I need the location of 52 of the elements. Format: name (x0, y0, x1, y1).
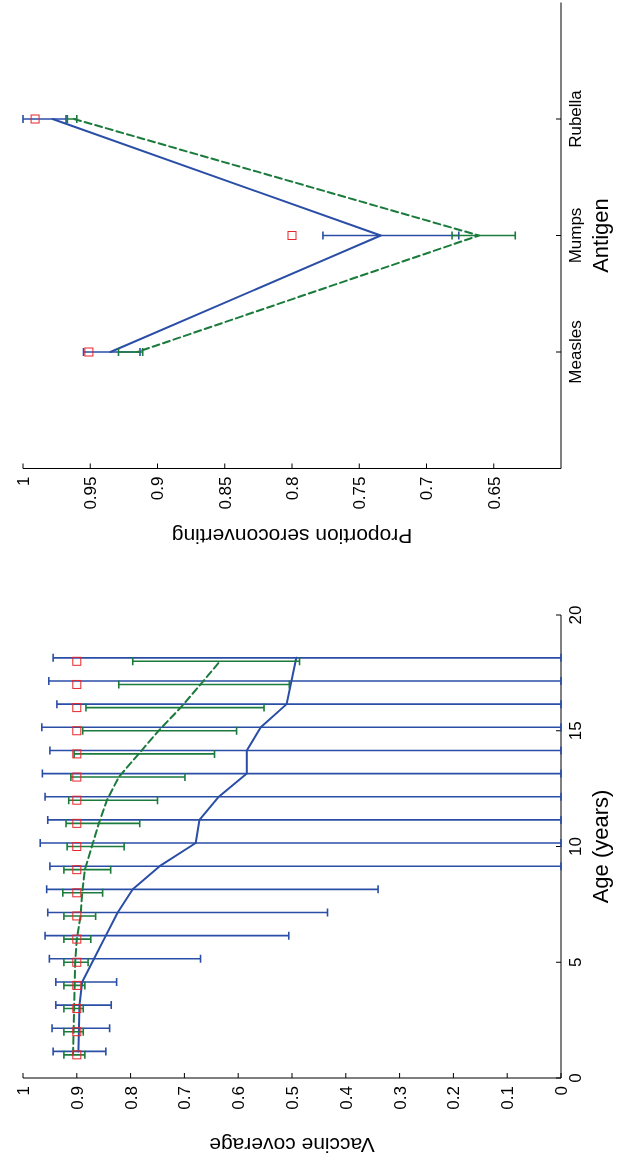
x-tick-label: 1 (13, 1086, 33, 1096)
x-tick-label: 0.4 (336, 1086, 356, 1110)
point (72, 842, 82, 851)
point (72, 865, 82, 875)
x-axis-title: Vaccine coverage (209, 1134, 375, 1157)
x-tick-label: 0.7 (175, 1086, 195, 1110)
x-tick-label: 0.5 (282, 1086, 302, 1110)
x-tick-label: 0.65 (484, 476, 504, 510)
y-tick-label: 20 (566, 605, 585, 625)
x-axis-title: Proportion seroconverting (171, 524, 413, 548)
point (72, 980, 82, 990)
y-tick-label: Rubella (566, 89, 585, 148)
y-tick-label: Mumps (566, 207, 585, 264)
x-tick-label: 0.85 (215, 476, 235, 510)
point (84, 347, 94, 357)
point (72, 656, 82, 666)
point (72, 911, 82, 921)
y-axis-title: Antigen (588, 198, 613, 273)
point (72, 1027, 82, 1037)
point (72, 726, 82, 736)
x-tick-label: 0.75 (350, 476, 370, 510)
point (72, 1004, 82, 1014)
x-tick-label: 1 (13, 476, 33, 486)
y-tick-label: 15 (566, 721, 585, 741)
x-tick-label: 0.3 (390, 1086, 410, 1110)
x-tick-label: 0.95 (81, 476, 101, 510)
y-tick-label: 10 (566, 837, 585, 856)
y-axis-title: Age (years) (588, 789, 613, 904)
point (72, 679, 82, 689)
y-tick-label: 0 (566, 1073, 585, 1083)
x-tick-label: 0.1 (498, 1086, 518, 1110)
point (30, 114, 40, 124)
y-tick-label: Measles (566, 320, 585, 384)
y-tick-label: 5 (566, 957, 585, 967)
x-tick-label: 0.9 (148, 476, 168, 501)
point (72, 888, 82, 898)
x-tick-label: 0.9 (67, 1086, 87, 1110)
point (72, 772, 82, 782)
x-tick-label: 0.7 (417, 476, 437, 501)
point (72, 934, 82, 944)
x-tick-label: 0.6 (229, 1086, 249, 1110)
x-tick-label: 0.2 (444, 1086, 464, 1110)
x-tick-label: 0 (551, 1086, 571, 1096)
point (287, 231, 297, 240)
point (72, 703, 82, 713)
x-tick-label: 0.8 (121, 1086, 141, 1110)
x-tick-label: 0.8 (282, 476, 302, 501)
point (72, 749, 82, 759)
point (72, 818, 82, 828)
point (72, 1050, 82, 1060)
point (72, 795, 82, 805)
point (72, 957, 82, 967)
